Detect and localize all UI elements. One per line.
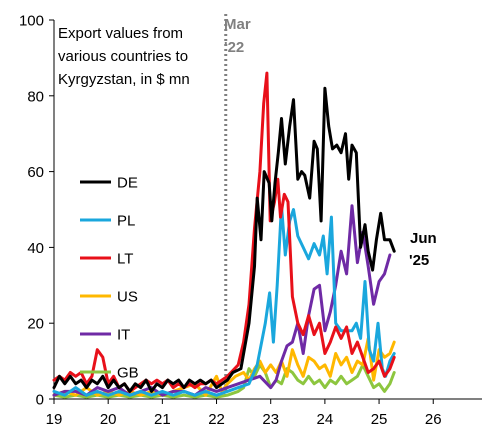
end-label: Jun '25 bbox=[409, 230, 437, 269]
marker-label-line-2: '22 bbox=[224, 39, 244, 56]
x-tick-label: 19 bbox=[46, 411, 63, 428]
x-ticks: 19 20 21 22 23 24 25 26 bbox=[46, 399, 442, 428]
legend-label-us: US bbox=[117, 289, 138, 306]
x-tick-label: 24 bbox=[317, 411, 334, 428]
y-tick-label: 20 bbox=[27, 316, 44, 333]
end-label-line-2: '25 bbox=[409, 252, 429, 269]
series-line-pl bbox=[52, 204, 396, 397]
legend-label-pl: PL bbox=[117, 213, 135, 230]
end-label-line-1: Jun bbox=[410, 230, 437, 247]
x-tick-label: 25 bbox=[371, 411, 388, 428]
series-line-de bbox=[52, 86, 396, 393]
y-tick-label: 0 bbox=[36, 392, 44, 409]
x-tick-label: 23 bbox=[262, 411, 279, 428]
y-tick-label: 100 bbox=[19, 13, 44, 30]
x-tick-label: 22 bbox=[208, 411, 225, 428]
legend-label-lt: LT bbox=[117, 251, 133, 268]
series-line-lt bbox=[52, 71, 396, 393]
y-ticks: 0 20 40 60 80 100 bbox=[19, 13, 54, 409]
legend-label-gb: GB bbox=[117, 365, 139, 382]
annotation-line-1: Export values from bbox=[58, 25, 183, 42]
marker-group: Mar '22 bbox=[224, 14, 251, 399]
marker-label-line-1: Mar bbox=[224, 16, 251, 33]
legend: DE PL LT US IT GB bbox=[80, 175, 139, 382]
legend-label-it: IT bbox=[117, 327, 130, 344]
series-line-us bbox=[52, 336, 396, 397]
chart-annotation: Export values from various countries to … bbox=[58, 25, 190, 88]
legend-label-de: DE bbox=[117, 175, 138, 192]
y-tick-label: 80 bbox=[27, 88, 44, 105]
x-tick-label: 26 bbox=[425, 411, 442, 428]
annotation-line-2: various countries to bbox=[58, 48, 188, 65]
x-tick-label: 20 bbox=[100, 411, 117, 428]
y-tick-label: 40 bbox=[27, 240, 44, 257]
axes bbox=[53, 20, 482, 400]
annotation-line-3: Kyrgyzstan, in $ mn bbox=[58, 71, 190, 88]
y-tick-label: 60 bbox=[27, 164, 44, 181]
series-lines bbox=[52, 71, 396, 399]
x-tick-label: 21 bbox=[154, 411, 171, 428]
